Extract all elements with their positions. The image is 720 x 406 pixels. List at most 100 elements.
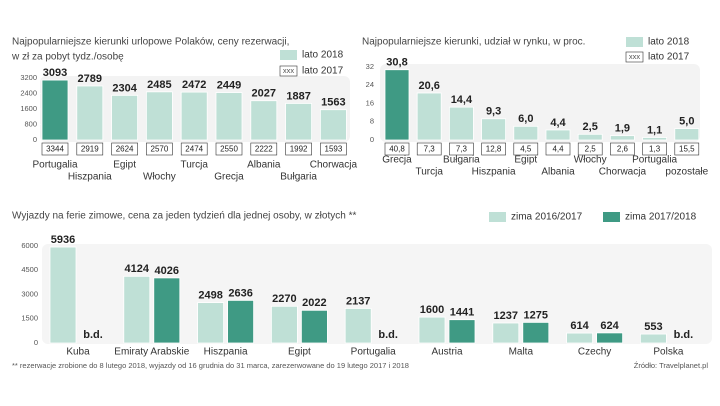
box-label: 7,3 — [456, 145, 468, 154]
bar — [153, 277, 181, 344]
legend-swatch — [625, 51, 644, 63]
y-tick-label: 0 — [34, 338, 38, 347]
x-tick-label: Turcja — [415, 167, 443, 178]
value-label: 1,9 — [615, 123, 630, 135]
box-label: 2624 — [116, 145, 134, 154]
box-marker — [577, 142, 603, 156]
y-tick-label: 4500 — [21, 265, 38, 274]
missing-label: b.d. — [674, 329, 694, 341]
x-tick-label: Portugalia — [632, 155, 677, 166]
legend-swatch — [626, 37, 643, 47]
box-label: 4,4 — [552, 145, 564, 154]
bar — [384, 69, 410, 141]
bar — [250, 100, 278, 141]
bar — [596, 332, 623, 344]
value-label: 2,5 — [583, 121, 598, 133]
bar — [448, 319, 476, 344]
box-label: 4,5 — [520, 145, 532, 154]
box-label: 1992 — [290, 145, 308, 154]
x-tick-label: Albania — [247, 160, 281, 171]
bar — [180, 91, 208, 141]
box-label: 3344 — [46, 145, 64, 154]
x-tick-label: Włochy — [574, 155, 607, 166]
value-label: 2304 — [112, 82, 137, 94]
box-marker — [146, 142, 173, 156]
bar — [610, 135, 635, 141]
legend-swatch — [279, 65, 298, 77]
value-label: 2472 — [182, 79, 206, 91]
legend-label: zima 2016/2017 — [511, 212, 583, 223]
y-tick-label: 1600 — [20, 104, 37, 113]
y-tick-label: 0 — [33, 135, 37, 144]
box-marker — [545, 142, 571, 156]
bar — [227, 299, 255, 344]
x-tick-label: Polska — [653, 347, 683, 358]
x-tick-label: Czechy — [578, 347, 611, 358]
box-marker — [250, 142, 278, 156]
y-tick-label: 3000 — [21, 289, 38, 298]
y-tick-label: 3200 — [20, 73, 37, 82]
value-label: 30,8 — [386, 57, 407, 69]
value-label: 14,4 — [451, 94, 473, 106]
value-label: 2789 — [78, 73, 102, 85]
box-label: 2474 — [185, 145, 203, 154]
box-label: 2570 — [151, 145, 169, 154]
box-label: 2,5 — [585, 145, 597, 154]
value-label: 1275 — [524, 309, 548, 321]
box-label: 12,8 — [486, 145, 502, 154]
value-label: 1563 — [321, 97, 345, 109]
x-tick-label: Egipt — [514, 155, 537, 166]
value-label: 1237 — [494, 310, 518, 322]
x-tick-label: Bułgaria — [443, 155, 480, 166]
missing-label: b.d. — [83, 329, 103, 341]
y-tick-label: 2400 — [20, 88, 37, 97]
bar — [300, 309, 328, 344]
box-marker — [610, 142, 635, 156]
bar — [416, 92, 442, 141]
legend-label: lato 2018 — [302, 50, 344, 61]
bar — [111, 94, 138, 141]
y-tick-label: 16 — [366, 98, 374, 107]
box-marker — [320, 142, 347, 156]
value-label: 4,4 — [550, 117, 566, 129]
x-tick-label: Portugalia — [32, 160, 77, 171]
bar — [513, 125, 539, 141]
x-tick-label: Albania — [541, 167, 575, 178]
value-label: 614 — [570, 320, 589, 332]
legend-label: lato 2017 — [648, 52, 690, 63]
value-label: 3093 — [43, 67, 67, 79]
missing-label: b.d. — [378, 329, 398, 341]
legend-sample: xxx — [629, 52, 641, 61]
box-label: 2222 — [255, 145, 273, 154]
x-tick-label: Chorwacja — [310, 160, 358, 171]
box-marker — [111, 142, 138, 156]
legend-label: zima 2017/2018 — [625, 212, 697, 223]
bar — [418, 316, 446, 344]
bar — [41, 79, 69, 141]
box-marker — [513, 142, 539, 156]
legend-label: lato 2018 — [648, 37, 690, 48]
value-label: 2449 — [217, 79, 241, 91]
box-label: 7,3 — [424, 145, 436, 154]
chart-title: Najpopularniejsze kierunki, udział w ryn… — [362, 37, 585, 48]
x-tick-label: Chorwacja — [599, 167, 647, 178]
value-label: 5,0 — [679, 116, 694, 128]
bar — [448, 106, 474, 141]
value-label: 9,3 — [486, 106, 501, 118]
y-tick-label: 0 — [370, 135, 374, 144]
box-label: 2550 — [220, 145, 238, 154]
value-label: 20,6 — [418, 80, 439, 92]
x-tick-label: Turcja — [180, 160, 208, 171]
value-label: 624 — [600, 320, 619, 332]
box-label: 2919 — [81, 145, 99, 154]
footnote: ** rezerwacje zrobione do 8 lutego 2018,… — [12, 361, 409, 370]
bar — [49, 246, 77, 344]
bar — [674, 128, 700, 141]
y-tick-label: 24 — [366, 80, 374, 89]
y-tick-label: 8 — [370, 117, 374, 126]
box-label: 40,8 — [389, 145, 405, 154]
box-marker — [76, 142, 104, 156]
bar — [566, 332, 593, 344]
x-tick-label: Bułgaria — [280, 172, 317, 183]
value-label: 2498 — [198, 290, 222, 302]
